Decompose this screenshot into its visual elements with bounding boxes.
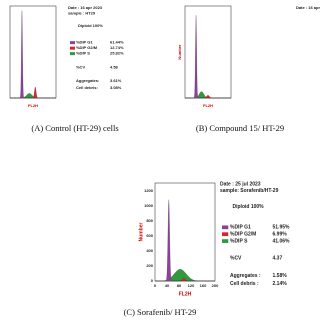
phase-name: %DIP S <box>230 238 248 244</box>
x-tick-label: 0 <box>154 283 157 288</box>
x-axis-label: FL2H <box>28 103 38 108</box>
date: Date : 16 apr 2023 <box>68 5 103 10</box>
debris-label: Cell debris: <box>76 85 98 90</box>
legend-swatch <box>222 239 229 243</box>
diploid: Diploid 100% <box>233 204 265 210</box>
plot-frame <box>154 182 216 282</box>
phase-name: %DIP G1 <box>76 40 93 45</box>
phase-name: %DIP G1 <box>230 225 251 231</box>
sample: sample : HT29 <box>68 11 96 16</box>
aggregates-label: Aggregates : <box>230 273 261 279</box>
histogram-peak <box>155 199 215 282</box>
x-tick-label: 120 <box>188 283 195 288</box>
x-tick-label: 200 <box>212 283 219 288</box>
histogram-peak <box>185 95 231 99</box>
debris-value: 2.14% <box>273 281 288 287</box>
y-tick-label: 0 <box>151 278 154 283</box>
date: Date : 25 jul 2023 <box>220 181 261 187</box>
aggregates-value: 1.58% <box>273 273 288 279</box>
phase-value: 12.74% <box>110 45 124 50</box>
plot-frame <box>9 5 57 99</box>
x-axis-label: FL2H <box>203 103 213 108</box>
legend-swatch <box>70 46 75 50</box>
cv-label: %CV <box>76 64 85 69</box>
y-tick-label: 1200 <box>144 188 154 193</box>
legend-swatch <box>70 52 75 56</box>
phase-name: %DIP G2/M <box>76 45 98 50</box>
sample: sample: Sorafenib/HT-29 <box>220 188 279 194</box>
y-tick-label: 200 <box>146 263 153 268</box>
phase-value: 25.82% <box>110 51 124 56</box>
histogram-peak <box>185 15 231 99</box>
diploid: Diploid 100% <box>78 23 103 28</box>
y-axis-label: Number <box>138 223 144 242</box>
caption: (B) Compound 15/ HT-29 <box>196 123 284 133</box>
cv-label: %CV <box>230 256 242 262</box>
plot-frame <box>184 5 232 99</box>
y-tick-label: 400 <box>146 248 153 253</box>
legend-swatch <box>222 232 229 237</box>
phase-value: 6.99% <box>273 232 288 238</box>
phase-name: %DIP S <box>76 51 90 56</box>
caption: (C) Sorafenib/ HT-29 <box>124 307 197 317</box>
histogram-peak <box>10 93 56 99</box>
cv-value: 4.37 <box>273 256 283 262</box>
caption: (A) Control (HT-29) cells <box>31 123 118 133</box>
y-axis-label: Number <box>177 44 182 60</box>
phase-value: 61.44% <box>110 40 124 45</box>
debris-value: 3.08% <box>110 85 122 90</box>
legend-swatch <box>222 225 229 230</box>
debris-label: Cell debris : <box>230 281 259 287</box>
y-tick-label: 600 <box>146 233 153 238</box>
y-tick-label: 1000 <box>144 203 154 208</box>
x-tick-label: 80 <box>177 283 182 288</box>
phase-value: 51.95% <box>273 225 291 231</box>
aggregates-label: Aggregates: <box>76 78 99 83</box>
cv-value: 4.58 <box>110 64 119 69</box>
aggregates-value: 3.61% <box>110 78 122 83</box>
x-tick-label: 160 <box>200 283 207 288</box>
histogram-peak <box>10 10 56 99</box>
x-axis-label: FL2H <box>179 291 192 297</box>
legend-swatch <box>70 41 75 45</box>
phase-name: %DIP G2/M <box>230 232 256 238</box>
y-tick-label: 800 <box>146 218 153 223</box>
phase-value: 41.06% <box>273 238 291 244</box>
date: Date : 16 apr 2023 <box>296 5 320 10</box>
x-tick-label: 40 <box>165 283 170 288</box>
